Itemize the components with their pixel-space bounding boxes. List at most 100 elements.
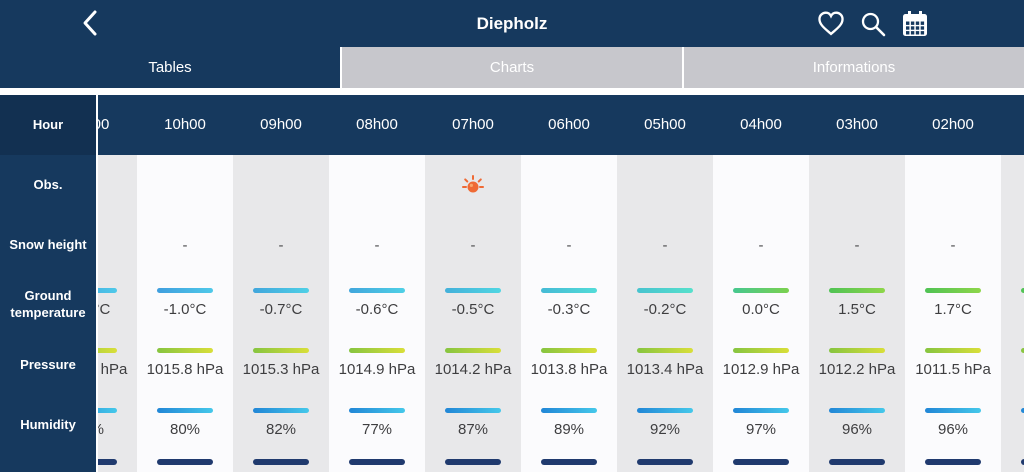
temperature-value: -1.0°C	[163, 301, 207, 318]
next-row-cell	[329, 455, 425, 472]
pressure-value: 1012.2 hPa	[818, 361, 896, 378]
pressure-value: 1013.8 hPa	[530, 361, 608, 378]
observation-cell	[905, 155, 1001, 215]
temperature-bar	[253, 288, 309, 293]
favorite-button[interactable]	[816, 10, 846, 37]
weather-table[interactable]: 11h00--1.2°C1016.2 hPa79%10h00--1.0°C101…	[0, 95, 1024, 472]
back-button[interactable]	[74, 8, 106, 40]
ground-temperature-cell: -0.5°C	[425, 275, 521, 335]
pressure-cell: 1012.2 hPa	[809, 335, 905, 395]
tab-charts[interactable]: Charts	[340, 47, 682, 88]
humidity-cell: 77%	[329, 395, 425, 455]
observation-cell	[137, 155, 233, 215]
humidity-value: 92%	[649, 421, 681, 438]
next-row-bar	[829, 459, 885, 465]
temperature-bar	[349, 288, 405, 293]
hour-cell: 07h00	[452, 116, 494, 133]
next-row-cell	[617, 455, 713, 472]
snow-height-cell: -	[809, 215, 905, 275]
table-column: 01h00	[1001, 95, 1024, 472]
humidity-cell: 89%	[521, 395, 617, 455]
temperature-bar	[829, 288, 885, 293]
pressure-bar	[829, 348, 885, 353]
pressure-cell: 1013.8 hPa	[521, 335, 617, 395]
ground-temperature-cell: 1.7°C	[905, 275, 1001, 335]
humidity-value: 77%	[361, 421, 393, 438]
calendar-button[interactable]	[900, 10, 930, 38]
humidity-bar	[925, 408, 981, 413]
observation-cell	[809, 155, 905, 215]
next-row-cell	[425, 455, 521, 472]
columns-layer[interactable]: 11h00--1.2°C1016.2 hPa79%10h00--1.0°C101…	[41, 95, 1024, 472]
temperature-value: -0.7°C	[259, 301, 303, 318]
temperature-value: -0.2°C	[643, 301, 687, 318]
next-row-bar	[733, 459, 789, 465]
pressure-bar	[541, 348, 597, 353]
pressure-value: 1015.8 hPa	[146, 361, 224, 378]
pressure-bar	[253, 348, 309, 353]
pressure-cell: 1013.4 hPa	[617, 335, 713, 395]
temperature-bar	[157, 288, 213, 293]
observation-cell	[233, 155, 329, 215]
back-chevron-icon	[83, 10, 97, 35]
row-label-pressure: Pressure	[20, 356, 76, 372]
hour-cell: 06h00	[548, 116, 590, 133]
snow-height-cell: -	[617, 215, 713, 275]
sunrise-weather-icon	[462, 175, 484, 193]
ground-temperature-cell: -0.2°C	[617, 275, 713, 335]
temperature-bar	[445, 288, 501, 293]
hour-cell: 08h00	[356, 116, 398, 133]
pressure-bar	[733, 348, 789, 353]
next-row-bar	[1021, 459, 1024, 465]
ground-temperature-cell: -0.3°C	[521, 275, 617, 335]
next-row-cell	[905, 455, 1001, 472]
tab-informations[interactable]: Informations	[682, 47, 1024, 88]
temperature-bar	[637, 288, 693, 293]
ground-temperature-cell	[1001, 275, 1024, 335]
temperature-value: -0.3°C	[547, 301, 591, 318]
snow-height-cell: -	[374, 236, 380, 254]
humidity-bar	[157, 408, 213, 413]
next-row-bar	[541, 459, 597, 465]
snow-height-cell: -	[758, 236, 764, 254]
next-row-cell	[713, 455, 809, 472]
pressure-bar	[157, 348, 213, 353]
search-icon	[861, 12, 886, 36]
row-label-ground-temperature: Ground temperature	[10, 288, 86, 320]
humidity-bar	[349, 408, 405, 413]
search-button[interactable]	[859, 10, 887, 38]
humidity-bar	[541, 408, 597, 413]
snow-height-cell	[1001, 215, 1024, 275]
temperature-bar	[925, 288, 981, 293]
row-label-obs: Obs.	[33, 176, 63, 192]
tab-tables[interactable]: Tables	[0, 47, 340, 88]
hour-cell: 03h00	[836, 116, 878, 133]
pressure-bar	[637, 348, 693, 353]
humidity-cell: 96%	[905, 395, 1001, 455]
humidity-cell: 92%	[617, 395, 713, 455]
pressure-cell	[1001, 335, 1024, 395]
hour-cell: 02h00	[932, 116, 974, 133]
humidity-bar	[733, 408, 789, 413]
observation-cell	[329, 155, 425, 215]
humidity-bar	[637, 408, 693, 413]
pressure-cell: 1014.9 hPa	[329, 335, 425, 395]
hour-cell: 01h00	[1001, 95, 1024, 155]
observation-cell	[425, 155, 521, 215]
snow-height-cell: -	[233, 215, 329, 275]
pressure-bar	[445, 348, 501, 353]
ground-temperature-cell: 0.0°C	[713, 275, 809, 335]
tab-bar: Tables Charts Informations	[0, 47, 1024, 88]
humidity-cell: 97%	[713, 395, 809, 455]
next-row-cell	[809, 455, 905, 472]
temperature-value: 1.7°C	[934, 301, 972, 318]
ground-temperature-cell: -0.6°C	[329, 275, 425, 335]
table-column: 06h00 - -0.3°C 1013.8 hPa 89%	[521, 95, 617, 472]
snow-height-cell: -	[425, 215, 521, 275]
humidity-cell: 96%	[809, 395, 905, 455]
ground-temperature-cell: -0.7°C	[233, 275, 329, 335]
observation-cell	[617, 155, 713, 215]
observation-cell	[521, 155, 617, 215]
table-column: 07h00 - -0.5°C 1014.2 hPa 87%	[425, 95, 521, 472]
